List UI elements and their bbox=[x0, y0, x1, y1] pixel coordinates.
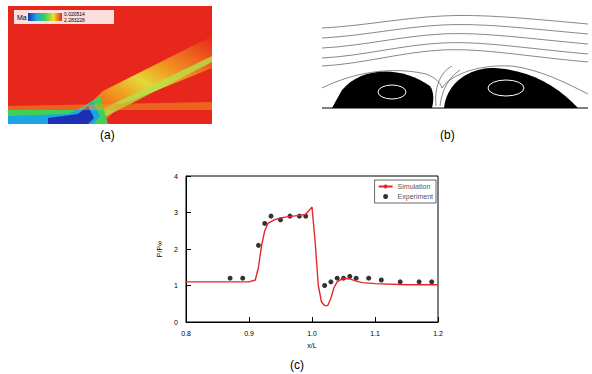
html-text:(a): (a) bbox=[100, 128, 115, 142]
html-text:(b): (b) bbox=[440, 128, 455, 142]
svg-text:Experiment: Experiment bbox=[398, 193, 433, 201]
html-text:(c): (c) bbox=[290, 358, 304, 372]
svg-text:2: 2 bbox=[174, 246, 178, 253]
svg-text:4: 4 bbox=[174, 173, 178, 180]
svg-text:Simulation: Simulation bbox=[398, 183, 431, 190]
svg-text:1: 1 bbox=[174, 282, 178, 289]
svg-text:0: 0 bbox=[174, 319, 178, 326]
svg-text:x/L: x/L bbox=[307, 342, 316, 349]
svg-text:2.283228: 2.283228 bbox=[64, 17, 85, 23]
svg-text:1.2: 1.2 bbox=[433, 330, 443, 337]
svg-text:P/P∞: P/P∞ bbox=[156, 241, 163, 257]
svg-text:1.0: 1.0 bbox=[307, 330, 317, 337]
svg-text:0.9: 0.9 bbox=[244, 330, 254, 337]
svg-text:0.8: 0.8 bbox=[181, 330, 191, 337]
svg-text:Ma: Ma bbox=[17, 14, 27, 21]
svg-text:0.020514: 0.020514 bbox=[64, 11, 85, 17]
svg-text:1.1: 1.1 bbox=[370, 330, 380, 337]
svg-text:3: 3 bbox=[174, 209, 178, 216]
